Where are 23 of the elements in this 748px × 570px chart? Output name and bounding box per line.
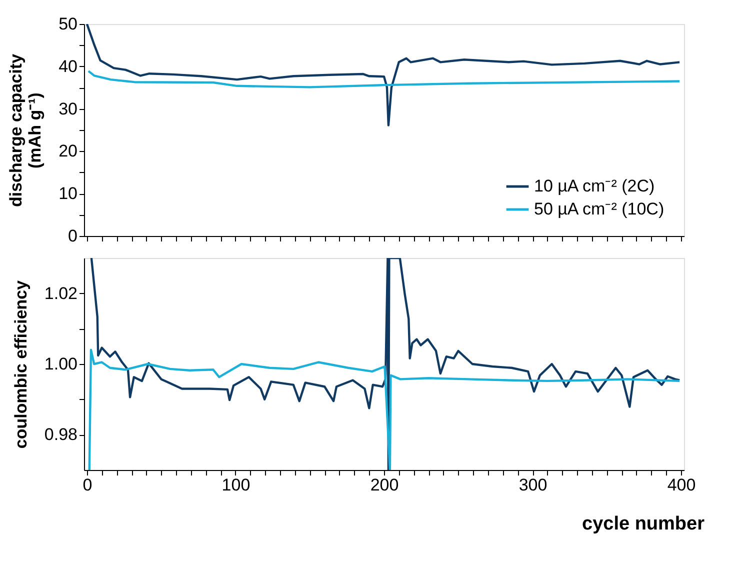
line-series <box>88 348 681 470</box>
y-tick-label: 30 <box>58 99 78 118</box>
y-tick-label: 10 <box>58 184 78 204</box>
x-tick-label: 400 <box>667 476 696 494</box>
y-tick-label: 1.00 <box>44 354 78 374</box>
y-axis-title: coulombic efficiency <box>11 280 30 449</box>
y-tick-label: 40 <box>58 56 78 76</box>
y-tick-label: 0 <box>68 226 78 246</box>
legend-label: 10 µA cm⁻² (2C) <box>534 176 655 196</box>
y-tick-label: 0.98 <box>44 425 78 444</box>
y-axis-title: discharge capacity (mAh g⁻¹) <box>6 53 45 208</box>
x-tick-label: 300 <box>518 476 548 494</box>
legend-label: 50 µA cm⁻² (10C) <box>534 200 664 218</box>
line-series <box>87 70 681 88</box>
x-axis-title: cycle number <box>582 514 706 534</box>
line-series <box>90 258 681 470</box>
x-tick-label: 100 <box>222 476 250 494</box>
y-tick-label: 20 <box>58 142 78 161</box>
x-tick-label: 200 <box>370 476 399 494</box>
y-tick-label: 1.02 <box>44 284 78 303</box>
x-tick-label: 0 <box>82 476 92 494</box>
y-tick-label: 50 <box>58 14 78 34</box>
line-series <box>86 24 681 126</box>
